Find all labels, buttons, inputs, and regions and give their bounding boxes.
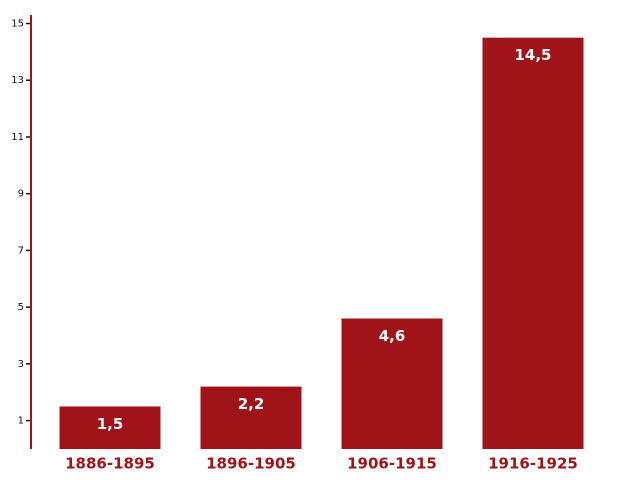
bar — [482, 37, 584, 449]
value-label: 4,6 — [379, 327, 406, 345]
value-label: 14,5 — [514, 46, 551, 64]
value-label: 2,2 — [238, 395, 265, 413]
x-tick-label: 1916-1925 — [488, 455, 578, 473]
value-label: 1,5 — [97, 415, 124, 433]
bar — [59, 406, 161, 449]
y-tick-label: 13 — [11, 75, 24, 86]
bar — [200, 386, 302, 449]
y-tick-label: 15 — [11, 19, 24, 30]
x-tick-label: 1906-1915 — [347, 455, 437, 473]
x-tick-label: 1896-1905 — [206, 455, 296, 473]
y-tick-label: 7 — [18, 245, 24, 256]
y-tick-label: 1 — [18, 416, 24, 427]
y-tick-label: 3 — [18, 359, 24, 370]
x-tick-label: 1886-1895 — [65, 455, 155, 473]
y-tick-label: 5 — [18, 302, 24, 313]
bar — [341, 318, 443, 449]
y-tick-label: 11 — [11, 132, 24, 143]
y-tick-label: 9 — [18, 189, 24, 200]
